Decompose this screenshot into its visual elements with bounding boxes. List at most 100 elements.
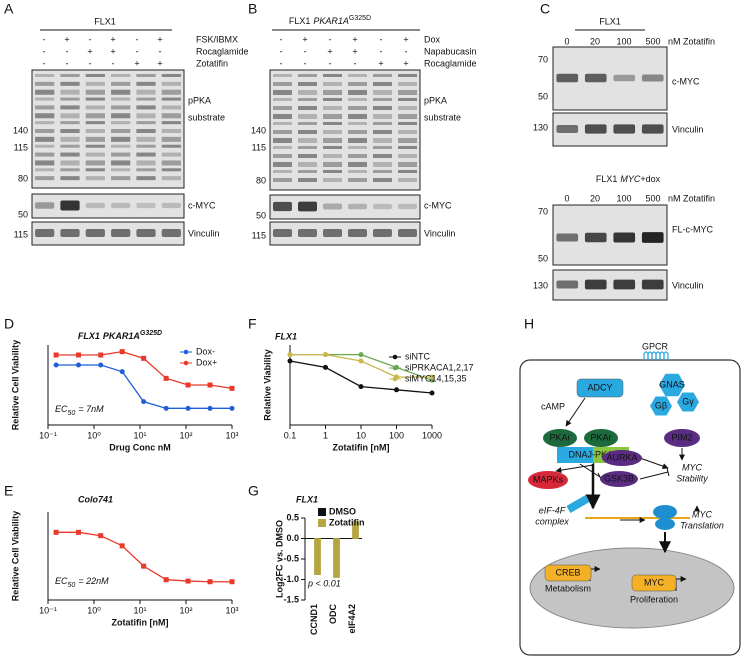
- band: [136, 105, 156, 110]
- node-label: MYC: [692, 509, 713, 519]
- annotation-part: = 7nM: [78, 404, 104, 414]
- band: [298, 138, 317, 143]
- band: [35, 160, 55, 166]
- node-shape: [659, 373, 685, 397]
- node-label: Metabolism: [545, 583, 591, 593]
- y-tick-label: -1.0: [283, 574, 299, 584]
- legend-swatch: [318, 508, 326, 516]
- condition-label: Dox: [424, 34, 441, 44]
- chart-title: FLX1: [296, 494, 318, 504]
- x-axis-label: Drug Conc nM: [109, 442, 171, 452]
- band: [136, 136, 156, 142]
- band: [273, 130, 292, 134]
- node-label: CREB: [555, 567, 580, 577]
- legend-label: Dox+: [196, 357, 217, 367]
- point: [53, 362, 59, 368]
- band: [111, 176, 131, 181]
- legend-label: siNTC: [405, 351, 430, 361]
- band: [161, 168, 181, 172]
- bar: [333, 538, 340, 578]
- band: [398, 106, 417, 110]
- band: [556, 233, 579, 242]
- band: [323, 130, 342, 134]
- band: [136, 144, 156, 148]
- panel-label: C: [540, 1, 550, 17]
- y-tick-label: 0.5: [286, 512, 299, 522]
- band: [35, 152, 55, 157]
- point: [98, 533, 104, 539]
- band: [35, 81, 55, 86]
- band: [323, 229, 342, 237]
- blot: [31, 221, 185, 246]
- condition-label: Zotatifin: [196, 58, 228, 68]
- band: [348, 130, 367, 134]
- y-tick-label: -0.5: [283, 553, 299, 563]
- title-part: FLX1: [289, 16, 311, 26]
- band: [298, 122, 317, 125]
- blot-label: pPKA: [424, 95, 447, 105]
- point: [119, 543, 125, 549]
- point: [53, 352, 59, 358]
- node-label: PKAr: [549, 432, 570, 442]
- blot-label: c-MYC: [188, 200, 216, 210]
- mw-marker: 50: [18, 209, 28, 219]
- band: [323, 106, 342, 110]
- band: [85, 168, 105, 172]
- band: [161, 136, 181, 142]
- point: [98, 362, 104, 368]
- node-label: Translation: [680, 520, 724, 530]
- blot-label: c-MYC: [672, 76, 700, 86]
- band: [161, 176, 181, 181]
- band: [323, 98, 342, 101]
- dose: 0: [564, 36, 569, 46]
- band: [136, 160, 156, 166]
- band: [373, 82, 392, 86]
- point: [429, 390, 435, 396]
- x-tick-label: 10²: [179, 605, 192, 615]
- band: [111, 97, 131, 101]
- band: [323, 82, 342, 86]
- band: [60, 152, 80, 157]
- node-label: eIF-4F: [539, 505, 566, 515]
- blot-title: FLX1: [599, 16, 621, 26]
- band: [398, 229, 417, 237]
- point: [75, 529, 81, 535]
- band: [323, 114, 342, 119]
- mw-marker: 130: [533, 280, 548, 290]
- node-label: MYC: [682, 462, 703, 472]
- band: [584, 279, 607, 290]
- band: [323, 122, 342, 125]
- band: [85, 81, 105, 86]
- band: [613, 279, 636, 290]
- arrow: [639, 457, 669, 470]
- blot-title: FLX1: [94, 16, 116, 26]
- x-tick-label: 10⁰: [87, 430, 101, 440]
- point: [207, 579, 213, 585]
- node-label: AURKA: [606, 452, 637, 462]
- node-label: complex: [535, 516, 569, 526]
- bar: [352, 521, 359, 539]
- band: [60, 176, 80, 181]
- band: [348, 90, 367, 95]
- band: [373, 138, 392, 143]
- band: [60, 97, 80, 101]
- band: [161, 160, 181, 166]
- x-tick-label: 1: [323, 430, 328, 440]
- band: [373, 170, 392, 173]
- node-label: Stability: [676, 473, 708, 483]
- node-shape: [602, 450, 642, 466]
- x-tick-label: 0.1: [284, 430, 297, 440]
- band: [613, 74, 636, 82]
- band: [111, 113, 131, 119]
- band: [161, 105, 181, 110]
- sign: -: [329, 34, 332, 44]
- sign: -: [304, 46, 307, 56]
- condition-label: Rocaglamide: [424, 58, 477, 68]
- blot: [269, 221, 421, 246]
- band: [398, 122, 417, 125]
- point: [229, 579, 235, 585]
- band: [273, 74, 292, 77]
- mw-marker: 130: [533, 122, 548, 132]
- band: [323, 178, 342, 182]
